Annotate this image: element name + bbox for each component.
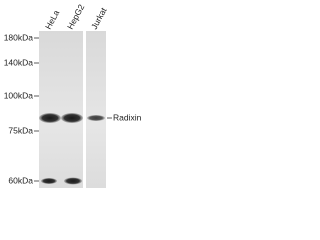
band (64, 177, 82, 185)
blot-figure: Radixin HeLa HepG2 Jurkat 180kDa 140kDa 100k… (4, 2, 142, 188)
lane-label: HeLa (43, 8, 61, 31)
band (61, 113, 83, 123)
blot-panel (39, 31, 83, 188)
marker-label: 100kDa (4, 90, 34, 100)
band-label: Radixin (113, 112, 142, 122)
marker-label: 140kDa (4, 57, 34, 67)
lane-label: Jurkat (89, 5, 109, 31)
marker-label: 60kDa (8, 175, 33, 185)
blot-panel (86, 31, 106, 188)
lane-label: HepG2 (65, 2, 87, 31)
band (87, 115, 105, 121)
band (39, 113, 61, 123)
marker-label: 180kDa (4, 32, 34, 42)
marker-label: 75kDa (8, 125, 33, 135)
band (41, 178, 57, 184)
